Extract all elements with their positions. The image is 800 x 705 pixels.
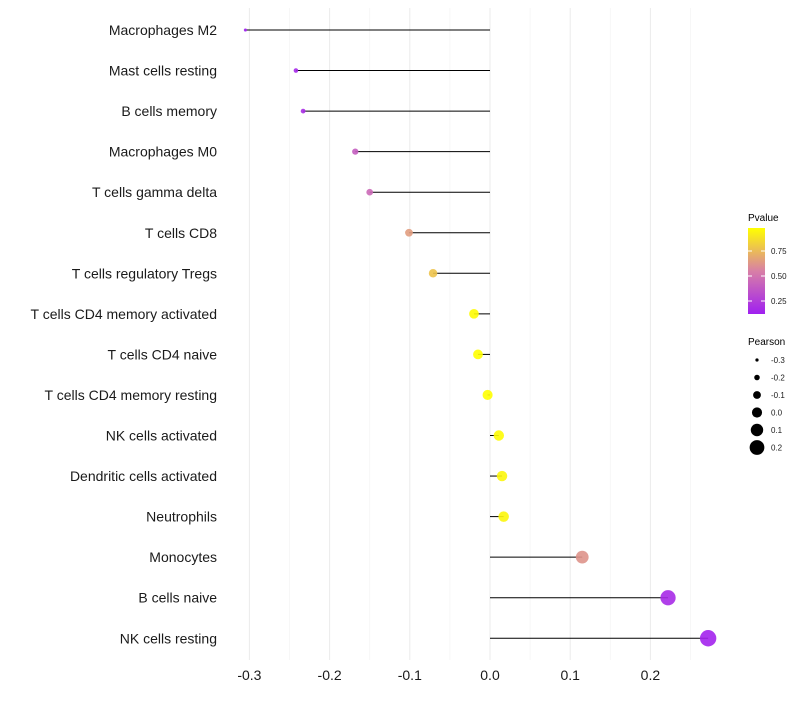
grid <box>248 8 691 660</box>
size-legend-label: 0.2 <box>771 444 783 453</box>
size-legend-label: -0.3 <box>771 356 785 365</box>
data-point <box>575 550 589 564</box>
category-label: Dendritic cells activated <box>70 468 217 484</box>
category-label: Neutrophils <box>146 509 217 525</box>
colorbar-label: 0.25 <box>771 297 787 306</box>
category-label: T cells regulatory Tregs <box>72 265 217 281</box>
stems <box>245 29 709 639</box>
data-point <box>300 108 306 114</box>
data-point <box>482 389 493 400</box>
data-point <box>660 590 676 606</box>
category-label: T cells CD8 <box>145 225 217 241</box>
size-legend-label: -0.2 <box>771 374 785 383</box>
data-point <box>469 309 479 319</box>
x-tick-label: -0.2 <box>318 667 342 683</box>
data-point <box>493 430 505 441</box>
pvalue-legend: Pvalue 0.75 0.50 0.25 <box>748 213 787 314</box>
category-label: B cells naive <box>138 590 217 606</box>
data-point <box>498 511 509 522</box>
y-axis-labels: Macrophages M2 Mast cells resting B cells … <box>31 22 218 646</box>
size-legend-label: 0.1 <box>771 426 783 435</box>
x-axis-labels: -0.3 -0.2 -0.1 0.0 0.1 0.2 <box>237 667 660 683</box>
x-tick-label: -0.1 <box>398 667 422 683</box>
category-label: Monocytes <box>149 549 217 565</box>
category-label: T cells gamma delta <box>92 184 217 200</box>
size-legend-key <box>754 374 760 381</box>
points <box>243 28 717 647</box>
category-label: Macrophages M0 <box>109 144 217 160</box>
data-point <box>699 630 717 647</box>
size-legend-label: -0.1 <box>771 391 785 400</box>
category-label: T cells CD4 naive <box>108 346 218 362</box>
category-label: B cells memory <box>121 103 217 119</box>
pvalue-colorbar <box>748 228 765 314</box>
data-point <box>243 28 247 32</box>
colorbar-label: 0.50 <box>771 272 787 281</box>
data-point <box>473 349 483 360</box>
category-label: Macrophages M2 <box>109 22 217 38</box>
pearson-legend: Pearson -0.3 -0.2 -0.1 0.0 0.1 0.2 <box>748 337 785 455</box>
category-label: T cells CD4 memory activated <box>31 306 217 322</box>
x-tick-label: 0.0 <box>480 667 500 683</box>
colorbar-label: 0.75 <box>771 247 787 256</box>
size-legend-key <box>751 407 763 418</box>
pvalue-legend-title: Pvalue <box>748 213 779 224</box>
data-point <box>496 470 508 482</box>
size-legend-key <box>755 358 759 362</box>
category-label: T cells CD4 memory resting <box>45 387 217 403</box>
size-legend-key <box>749 440 765 455</box>
data-point <box>405 228 413 237</box>
data-point <box>293 68 299 73</box>
data-point <box>428 269 438 278</box>
category-label: NK cells activated <box>106 428 217 444</box>
x-tick-label: 0.1 <box>560 667 580 683</box>
category-label: Mast cells resting <box>109 63 217 79</box>
x-tick-label: 0.2 <box>641 667 661 683</box>
pearson-legend-title: Pearson <box>748 337 785 348</box>
size-legend-key <box>753 391 761 399</box>
size-legend-key <box>750 423 764 437</box>
data-point <box>366 188 374 196</box>
category-label: NK cells resting <box>120 630 217 646</box>
size-legend-label: 0.0 <box>771 409 783 418</box>
data-point <box>352 148 359 155</box>
x-tick-label: -0.3 <box>237 667 261 683</box>
